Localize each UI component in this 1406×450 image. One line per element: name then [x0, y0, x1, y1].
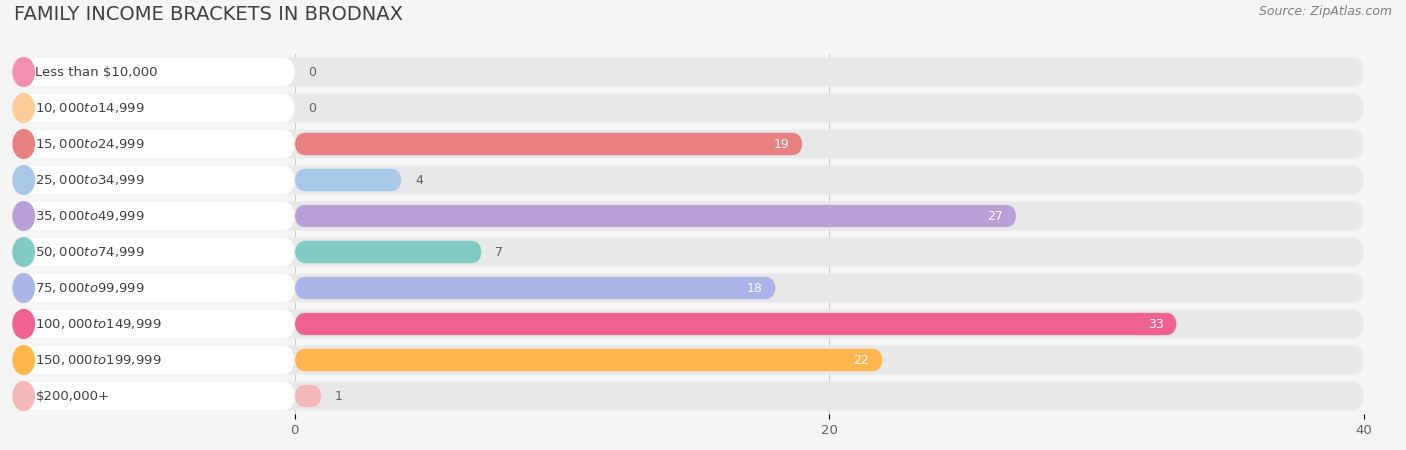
- Circle shape: [13, 166, 34, 194]
- FancyBboxPatch shape: [14, 94, 295, 122]
- Circle shape: [13, 238, 34, 266]
- FancyBboxPatch shape: [295, 313, 1177, 335]
- Text: 19: 19: [773, 138, 789, 150]
- Circle shape: [13, 310, 34, 338]
- FancyBboxPatch shape: [295, 205, 1017, 227]
- Text: 18: 18: [747, 282, 762, 294]
- Text: $15,000 to $24,999: $15,000 to $24,999: [35, 137, 145, 151]
- Circle shape: [13, 274, 34, 302]
- Text: FAMILY INCOME BRACKETS IN BRODNAX: FAMILY INCOME BRACKETS IN BRODNAX: [14, 4, 404, 23]
- FancyBboxPatch shape: [295, 385, 322, 407]
- FancyBboxPatch shape: [14, 238, 1364, 266]
- Text: 27: 27: [987, 210, 1002, 222]
- Text: $25,000 to $34,999: $25,000 to $34,999: [35, 173, 145, 187]
- FancyBboxPatch shape: [14, 166, 1364, 194]
- Text: Source: ZipAtlas.com: Source: ZipAtlas.com: [1258, 4, 1392, 18]
- Text: 22: 22: [853, 354, 869, 366]
- FancyBboxPatch shape: [295, 277, 776, 299]
- Text: 0: 0: [308, 102, 316, 114]
- FancyBboxPatch shape: [14, 238, 295, 266]
- Circle shape: [13, 58, 34, 86]
- FancyBboxPatch shape: [14, 94, 1364, 122]
- Text: $75,000 to $99,999: $75,000 to $99,999: [35, 281, 145, 295]
- Text: $100,000 to $149,999: $100,000 to $149,999: [35, 317, 162, 331]
- Text: 7: 7: [495, 246, 503, 258]
- FancyBboxPatch shape: [14, 58, 295, 86]
- Text: 4: 4: [415, 174, 423, 186]
- Circle shape: [13, 94, 34, 122]
- Text: 0: 0: [308, 66, 316, 78]
- Text: $50,000 to $74,999: $50,000 to $74,999: [35, 245, 145, 259]
- FancyBboxPatch shape: [14, 274, 1364, 302]
- FancyBboxPatch shape: [14, 166, 295, 194]
- FancyBboxPatch shape: [14, 382, 1364, 410]
- Text: $10,000 to $14,999: $10,000 to $14,999: [35, 101, 145, 115]
- FancyBboxPatch shape: [295, 133, 803, 155]
- FancyBboxPatch shape: [14, 58, 1364, 86]
- FancyBboxPatch shape: [14, 130, 295, 158]
- FancyBboxPatch shape: [295, 169, 402, 191]
- FancyBboxPatch shape: [14, 310, 1364, 338]
- FancyBboxPatch shape: [295, 349, 883, 371]
- FancyBboxPatch shape: [14, 130, 1364, 158]
- FancyBboxPatch shape: [14, 346, 1364, 374]
- Text: Less than $10,000: Less than $10,000: [35, 66, 157, 78]
- Text: 33: 33: [1147, 318, 1163, 330]
- Text: 1: 1: [335, 390, 343, 402]
- FancyBboxPatch shape: [14, 310, 295, 338]
- FancyBboxPatch shape: [14, 202, 1364, 230]
- FancyBboxPatch shape: [14, 202, 295, 230]
- Circle shape: [13, 346, 34, 374]
- FancyBboxPatch shape: [14, 382, 295, 410]
- Circle shape: [13, 130, 34, 158]
- FancyBboxPatch shape: [14, 274, 295, 302]
- Circle shape: [13, 202, 34, 230]
- Circle shape: [13, 382, 34, 410]
- Text: $200,000+: $200,000+: [35, 390, 110, 402]
- Text: $35,000 to $49,999: $35,000 to $49,999: [35, 209, 145, 223]
- FancyBboxPatch shape: [295, 241, 482, 263]
- FancyBboxPatch shape: [14, 346, 295, 374]
- Text: $150,000 to $199,999: $150,000 to $199,999: [35, 353, 162, 367]
